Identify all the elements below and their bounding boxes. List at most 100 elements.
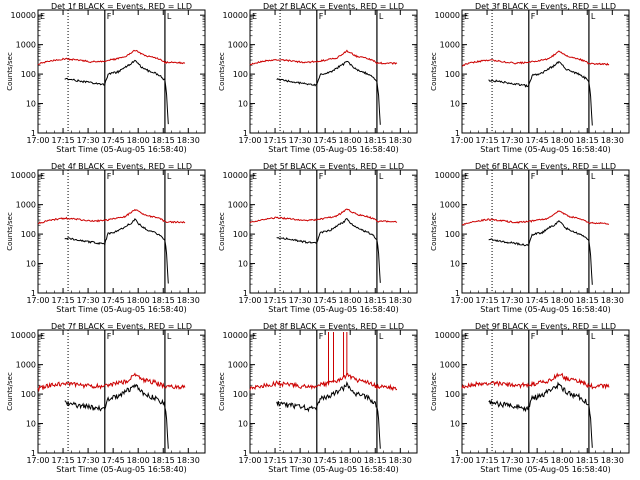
events-series-line (276, 217, 381, 283)
x-tick-label: 18:15 (364, 296, 387, 305)
marker-label: L (167, 172, 172, 181)
x-tick-label: 17:00 (26, 456, 49, 465)
y-tick-label: 10000 (11, 11, 36, 20)
corner-label: E (252, 332, 257, 341)
corner-label: E (252, 12, 257, 21)
y-tick-label: 1 (243, 129, 248, 138)
x-tick-label: 17:15 (52, 296, 75, 305)
y-tick-label: 1 (455, 289, 460, 298)
y-tick-label: 1000 (440, 201, 460, 210)
x-tick-label: 17:15 (476, 296, 499, 305)
events-series-line (276, 60, 381, 125)
x-tick-label: 17:00 (450, 296, 473, 305)
y-tick-label: 100 (445, 230, 460, 239)
marker-label: F (319, 172, 324, 181)
x-tick-label: 17:15 (264, 296, 287, 305)
panel-4: Det 4f BLACK = Events, RED = LLD E 1 10 100 1… (6, 162, 206, 314)
corner-label: E (464, 332, 469, 341)
x-tick-label: 17:30 (289, 296, 312, 305)
x-axis-label: Start Time (05-Aug-05 16:58:40) (480, 305, 611, 314)
y-tick-label: 10000 (223, 331, 248, 340)
panel-title: Det 4f BLACK = Events, RED = LLD (51, 162, 192, 171)
x-tick-label: 18:00 (551, 456, 574, 465)
plot-frame (37, 329, 206, 454)
x-tick-label: 18:30 (389, 296, 412, 305)
x-tick-label: 17:15 (52, 136, 75, 145)
x-tick-label: 18:00 (127, 296, 150, 305)
events-series-line (276, 380, 381, 449)
y-tick-label: 100 (233, 70, 248, 79)
marker-label: F (107, 12, 112, 21)
x-axis-label: Start Time (05-Aug-05 16:58:40) (268, 465, 399, 474)
y-tick-label: 100 (21, 70, 36, 79)
y-tick-label: 1 (31, 449, 36, 458)
panel-2: Det 2f BLACK = Events, RED = LLD E 1 10 100 1… (218, 2, 418, 154)
x-tick-label: 17:45 (314, 296, 337, 305)
x-tick-label: 17:30 (77, 296, 100, 305)
events-series-line (488, 381, 593, 448)
x-tick-label: 18:30 (601, 456, 624, 465)
y-tick-label: 1 (31, 129, 36, 138)
lld-series-line (249, 208, 398, 224)
y-tick-label: 1000 (16, 41, 36, 50)
corner-label: E (40, 332, 45, 341)
x-tick-label: 17:30 (77, 136, 100, 145)
y-tick-label: 10 (26, 420, 36, 429)
x-tick-label: 17:45 (102, 296, 125, 305)
x-tick-label: 18:15 (576, 136, 599, 145)
panel-title: Det 5f BLACK = Events, RED = LLD (263, 162, 404, 171)
x-axis-label: Start Time (05-Aug-05 16:58:40) (56, 465, 187, 474)
y-tick-label: 10000 (11, 171, 36, 180)
y-tick-label: 1000 (440, 361, 460, 370)
y-axis-label: Counts/sec (430, 52, 438, 91)
y-axis-label: Counts/sec (6, 212, 14, 251)
x-axis-label: Start Time (05-Aug-05 16:58:40) (480, 145, 611, 154)
x-axis-label: Start Time (05-Aug-05 16:58:40) (480, 465, 611, 474)
lld-series-line (249, 372, 398, 392)
y-tick-label: 10000 (11, 331, 36, 340)
y-tick-label: 1000 (228, 201, 248, 210)
x-tick-label: 18:15 (152, 136, 175, 145)
x-tick-label: 17:30 (77, 456, 100, 465)
corner-label: E (40, 172, 45, 181)
lld-series-line (249, 49, 398, 66)
x-tick-label: 17:15 (52, 456, 75, 465)
x-axis-label: Start Time (05-Aug-05 16:58:40) (56, 305, 187, 314)
x-tick-label: 17:30 (289, 136, 312, 145)
y-tick-label: 10000 (435, 331, 460, 340)
panel-1: Det 1f BLACK = Events, RED = LLD E 1 10 100 1… (6, 2, 206, 154)
x-tick-label: 18:00 (339, 136, 362, 145)
x-tick-label: 18:15 (152, 296, 175, 305)
marker-label: F (319, 12, 324, 21)
x-tick-label: 18:00 (339, 456, 362, 465)
panel-7: Det 7f BLACK = Events, RED = LLD E 1 10 100 1… (6, 322, 206, 474)
y-tick-label: 10 (450, 100, 460, 109)
y-tick-label: 1000 (16, 201, 36, 210)
y-axis-label: Counts/sec (430, 372, 438, 411)
lld-series-line (462, 210, 610, 226)
x-tick-label: 17:00 (238, 296, 261, 305)
x-tick-label: 17:15 (264, 136, 287, 145)
x-axis-label: Start Time (05-Aug-05 16:58:40) (268, 305, 399, 314)
y-tick-label: 10 (26, 100, 36, 109)
y-tick-label: 10 (238, 420, 248, 429)
x-tick-label: 18:30 (389, 136, 412, 145)
panel-title: Det 8f BLACK = Events, RED = LLD (263, 322, 404, 331)
plot-frame (249, 9, 418, 134)
events-series-line (488, 60, 593, 126)
x-tick-label: 18:30 (389, 456, 412, 465)
marker-label: L (379, 332, 384, 341)
y-axis-label: Counts/sec (6, 372, 14, 411)
y-tick-label: 1 (455, 129, 460, 138)
y-tick-label: 100 (233, 230, 248, 239)
x-tick-label: 17:00 (26, 296, 49, 305)
y-axis-label: Counts/sec (6, 52, 14, 91)
x-tick-label: 17:45 (102, 136, 125, 145)
x-axis-label: Start Time (05-Aug-05 16:58:40) (56, 145, 187, 154)
x-tick-label: 17:45 (314, 456, 337, 465)
x-tick-label: 17:15 (476, 136, 499, 145)
y-tick-label: 10000 (435, 171, 460, 180)
y-tick-label: 10 (238, 260, 248, 269)
lld-series-line (461, 50, 610, 67)
x-tick-label: 17:00 (450, 456, 473, 465)
